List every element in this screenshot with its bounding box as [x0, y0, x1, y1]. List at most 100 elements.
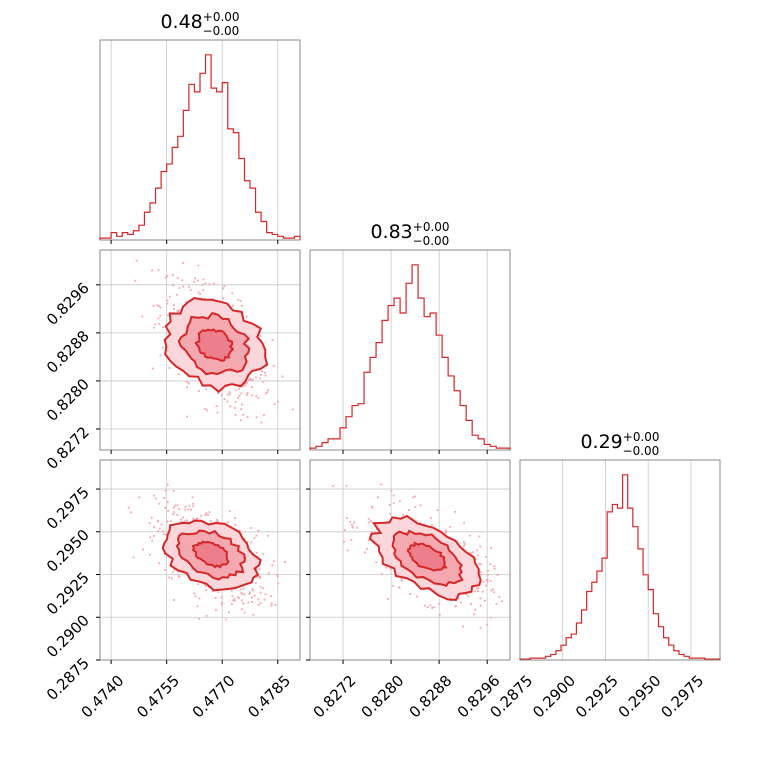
sample-point	[220, 596, 223, 599]
sample-point	[159, 314, 162, 317]
sample-point	[221, 394, 223, 397]
sample-point	[370, 520, 372, 523]
sample-point	[366, 548, 368, 550]
sample-point	[256, 575, 259, 578]
sample-point	[252, 614, 255, 616]
sample-point	[263, 598, 266, 601]
title-2-upper: +0.00	[413, 220, 450, 234]
sample-point	[166, 275, 169, 277]
sample-point	[233, 407, 236, 409]
sample-point	[264, 392, 267, 395]
x-tick-label: 0.8280	[358, 672, 408, 722]
contour-param-3-vs-2	[306, 459, 511, 664]
sample-point	[238, 394, 241, 397]
sample-point	[177, 574, 180, 577]
x-tick-label: 0.2975	[657, 672, 707, 722]
sample-point	[173, 568, 176, 571]
sample-point	[271, 564, 274, 567]
sample-point	[238, 387, 241, 390]
sample-point	[135, 259, 138, 262]
sample-point	[402, 513, 404, 516]
sample-point	[172, 284, 175, 286]
sample-point	[400, 578, 403, 580]
sample-point	[132, 556, 135, 559]
sample-point	[182, 516, 184, 519]
sample-point	[479, 574, 482, 576]
title-1-value: 0.48	[160, 11, 202, 33]
sample-point	[419, 521, 422, 524]
sample-point	[193, 281, 196, 283]
sample-point	[177, 373, 180, 376]
sample-point	[166, 302, 169, 305]
sample-point	[250, 527, 252, 529]
sample-point	[251, 589, 254, 592]
sample-point	[253, 594, 256, 597]
sample-point	[244, 384, 247, 387]
sample-point	[192, 502, 194, 505]
contour-line	[406, 541, 448, 572]
sample-point	[498, 596, 501, 599]
sample-point	[255, 568, 258, 570]
sample-point	[399, 500, 401, 503]
sample-point	[204, 514, 207, 516]
sample-point	[188, 382, 190, 385]
sample-point	[241, 608, 243, 611]
sample-point	[240, 592, 243, 594]
sample-point	[246, 540, 249, 543]
sample-point	[429, 604, 432, 607]
sample-point	[390, 567, 392, 570]
sample-point	[208, 283, 211, 286]
sample-point	[215, 405, 218, 407]
sample-point	[251, 596, 253, 599]
sample-point	[364, 551, 366, 554]
x-tick-label: 0.8272	[310, 672, 360, 722]
x-tick-label: 0.4740	[78, 672, 128, 722]
sample-point	[412, 496, 414, 499]
sample-point	[291, 408, 294, 411]
sample-point	[153, 326, 155, 329]
sample-point	[489, 580, 492, 582]
sample-point	[462, 541, 465, 544]
contour-line	[194, 328, 235, 363]
sample-point	[346, 549, 349, 552]
sample-point	[471, 551, 474, 553]
sample-point	[162, 530, 164, 533]
sample-point	[353, 521, 355, 524]
sample-point	[485, 556, 487, 558]
sample-point	[173, 511, 176, 513]
sample-point	[168, 367, 171, 369]
sample-point	[155, 497, 157, 500]
contour-line	[177, 312, 251, 376]
sample-point	[223, 398, 226, 400]
y-tick-label: 0.8280	[43, 375, 93, 425]
sample-point	[174, 504, 176, 507]
sample-point	[151, 539, 153, 542]
sample-point	[196, 605, 199, 608]
sample-point	[184, 508, 187, 511]
sample-point	[164, 276, 167, 279]
sample-point	[213, 282, 215, 285]
sample-point	[243, 611, 246, 614]
sample-point	[204, 297, 206, 300]
sample-point	[130, 511, 132, 514]
sample-point	[486, 574, 489, 577]
sample-point	[462, 625, 464, 628]
sample-point	[276, 574, 278, 576]
sample-point	[351, 526, 354, 529]
sample-point	[150, 516, 153, 519]
sample-point	[272, 560, 275, 563]
sample-point	[343, 540, 346, 543]
sample-point	[192, 505, 194, 508]
sample-point	[445, 529, 447, 532]
sample-point	[235, 389, 238, 391]
sample-point	[183, 520, 186, 522]
sample-point	[473, 613, 476, 616]
sample-point	[349, 520, 351, 523]
sample-point	[225, 618, 227, 621]
sample-point	[216, 519, 218, 521]
sample-point	[392, 584, 394, 587]
sample-point	[400, 580, 403, 582]
histogram-param-3	[519, 459, 721, 661]
contour-param-3-vs-1	[96, 459, 301, 664]
